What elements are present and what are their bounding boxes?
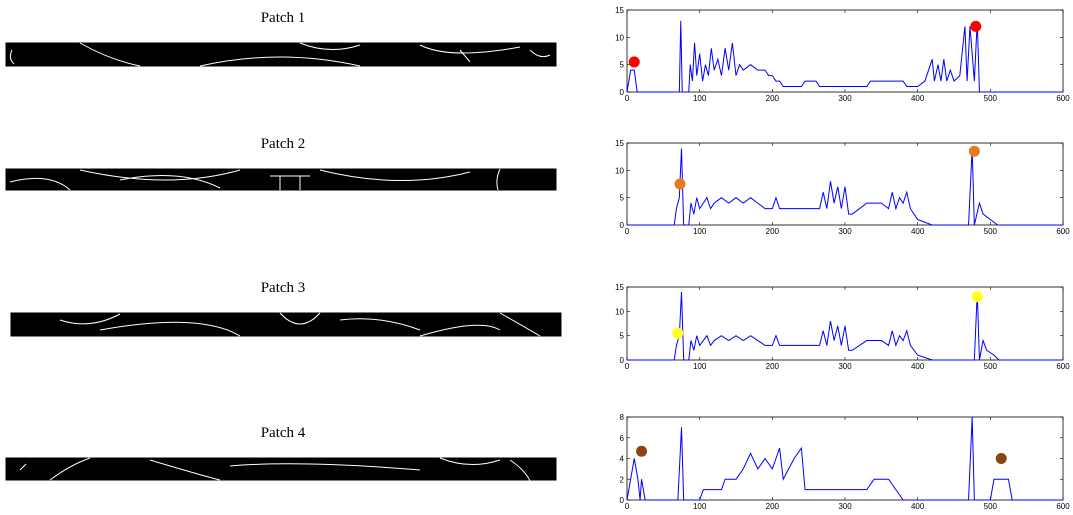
x-tick-label: 400 [911,362,925,371]
y-tick-label: 6 [620,434,625,443]
y-tick-label: 5 [620,61,625,70]
x-tick-label: 600 [1056,362,1070,371]
data-line [626,416,1063,501]
edges [9,168,501,191]
plot-box [626,142,1064,226]
patch-image [4,456,558,482]
x-tick-label: 300 [838,94,852,103]
x-tick-label: 0 [625,502,630,511]
patch-label: Patch 4 [261,425,306,441]
patch-label: Patch 2 [261,136,306,152]
y-tick-label: 10 [615,307,624,316]
x-tick-label: 300 [838,502,852,511]
data-line [627,291,1063,361]
patch-label: Patch 1 [261,10,306,26]
marker [674,178,686,190]
marker [970,20,982,32]
y-tick-label: 0 [620,221,625,230]
x-tick-label: 200 [766,94,780,103]
x-tick-label: 500 [984,227,998,236]
x-tick-label: 200 [766,362,780,371]
y-tick-label: 8 [620,413,625,422]
y-tick-label: 15 [615,283,624,292]
data-line [626,20,1063,93]
x-tick-label: 600 [1056,94,1070,103]
patch-image [4,167,558,192]
x-tick-label: 100 [693,362,707,371]
patch-image [4,41,558,68]
x-tick-label: 300 [838,362,852,371]
y-tick-label: 10 [615,166,624,175]
x-tick-label: 200 [766,502,780,511]
marker [971,291,983,303]
y-tick-label: 0 [620,88,625,97]
plot-box [626,286,1064,361]
x-tick-label: 100 [693,227,707,236]
data-line [627,148,1063,226]
y-tick-label: 5 [620,194,625,203]
patch-label: Patch 3 [261,280,306,296]
x-tick-label: 500 [984,94,998,103]
y-tick-label: 0 [620,496,625,505]
y-tick-label: 0 [620,356,625,365]
x-tick-label: 300 [838,227,852,236]
edges [59,312,541,337]
x-tick-label: 600 [1056,502,1070,511]
marker [636,445,648,457]
x-tick-label: 100 [693,502,707,511]
x-tick-label: 0 [625,362,630,371]
marker [995,453,1007,464]
x-tick-label: 500 [984,502,998,511]
x-tick-label: 100 [693,94,707,103]
x-tick-label: 500 [984,362,998,371]
patch-images [4,41,563,482]
y-tick-label: 15 [615,6,624,15]
x-tick-label: 400 [911,94,925,103]
y-tick-label: 15 [615,139,624,148]
x-tick-label: 400 [911,502,925,511]
edges [9,42,551,67]
y-tick-label: 4 [620,455,625,464]
edges [19,457,531,482]
x-tick-label: 200 [766,227,780,236]
marker [968,145,980,157]
y-tick-label: 10 [615,33,624,42]
y-tick-label: 2 [620,475,625,484]
marker [628,56,640,68]
x-tick-label: 0 [625,227,630,236]
x-tick-label: 400 [911,227,925,236]
x-tick-label: 0 [625,94,630,103]
y-tick-label: 5 [620,332,625,341]
marker [672,327,684,339]
patch-image [9,311,563,338]
x-tick-label: 600 [1056,227,1070,236]
